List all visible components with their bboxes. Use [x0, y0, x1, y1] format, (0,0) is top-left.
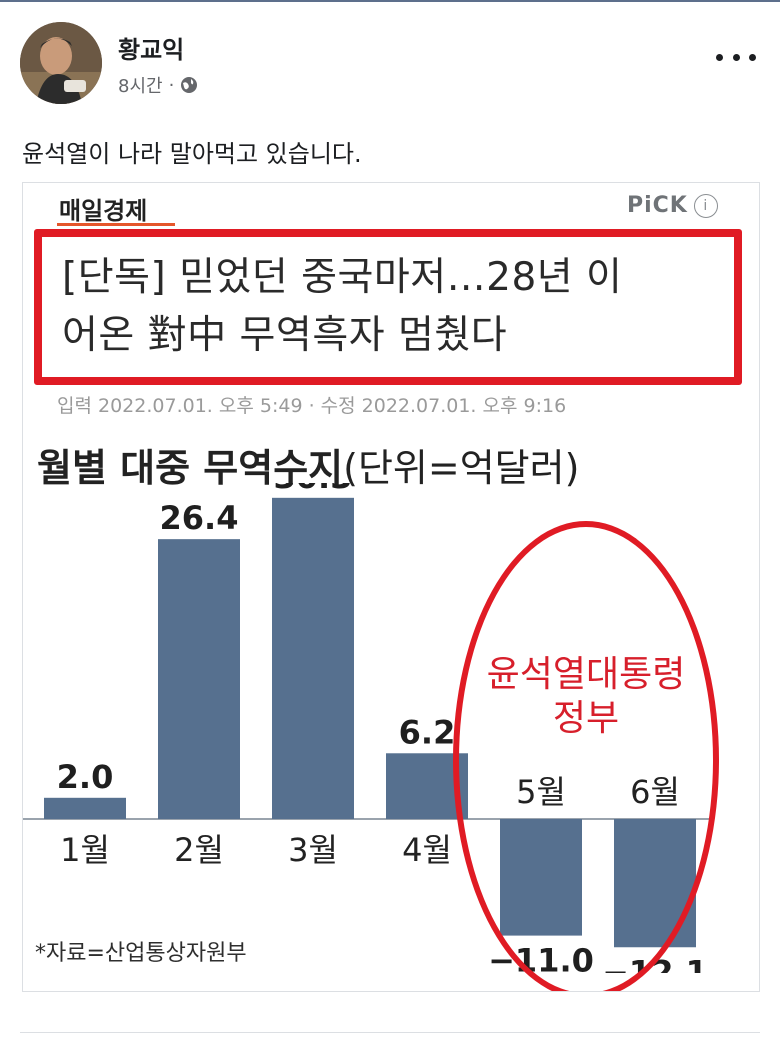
article-headline: [단독] 믿었던 중국마저…28년 이 어온 對中 무역흑자 멈췄다: [62, 249, 722, 365]
post-time[interactable]: 8시간: [118, 76, 163, 97]
bar-value-label-2: 26.4: [160, 499, 239, 537]
bar-value-label-1: 2.0: [57, 758, 114, 796]
headline-highlight-box: [단독] 믿었던 중국마저…28년 이 어온 對中 무역흑자 멈췄다: [34, 229, 742, 385]
news-brand: 매일경제: [59, 197, 148, 225]
headline-line-1: [단독] 믿었던 중국마저…28년 이: [62, 255, 623, 300]
globe-icon: [181, 77, 198, 93]
chart-source: *자료=산업통상자원부: [35, 941, 247, 966]
annotation-oval: [453, 521, 719, 991]
brand-underline: [57, 223, 175, 226]
info-icon: i: [693, 193, 718, 218]
headline-line-2: 어온 對中 무역흑자 멈췄다: [62, 313, 508, 358]
dot-icon: [732, 53, 740, 61]
annotation-line-1: 윤석열대통령: [486, 654, 686, 695]
annotation-line-2: 정부: [552, 698, 620, 739]
post-image[interactable]: 매일경제 PiCK i [단독] 믿었던 중국마저…28년 이 어온 對中 무역…: [22, 182, 760, 992]
author-name[interactable]: 황교익: [118, 36, 185, 64]
category-label-4: 4월: [402, 831, 452, 869]
chart-title: 월별 대중 무역수지(단위=억달러): [37, 437, 579, 492]
article-dates: 입력 2022.07.01. 오후 5:49 · 수정 2022.07.01. …: [57, 395, 567, 417]
annotation-label: 윤석열대통령 정부: [465, 653, 707, 741]
chart-title-main: 월별 대중 무역수지: [37, 446, 344, 490]
bar-value-label-3: 30.3: [274, 483, 353, 496]
bar-3: [272, 497, 354, 819]
divider: [20, 1032, 760, 1033]
meta-separator: ·: [168, 74, 175, 96]
pick-badge: PiCK i: [627, 193, 718, 218]
bar-2: [158, 539, 240, 819]
more-options-button[interactable]: [716, 42, 756, 72]
post-meta: 8시간 ·: [118, 72, 198, 98]
top-border: [0, 0, 780, 2]
chart-title-unit: (단위=억달러): [343, 446, 580, 490]
pick-label: PiCK: [627, 193, 688, 218]
bar-value-label-4: 6.2: [399, 713, 456, 751]
category-label-3: 3월: [288, 831, 338, 869]
dot-icon: [716, 53, 723, 61]
category-label-1: 1월: [60, 831, 110, 869]
avatar-photo-icon: [20, 22, 102, 104]
bar-1: [44, 797, 126, 819]
author-avatar[interactable]: [20, 22, 102, 104]
post-text: 윤석열이 나라 말아먹고 있습니다.: [22, 140, 362, 168]
category-label-2: 2월: [174, 831, 224, 869]
dot-icon: [749, 53, 756, 61]
